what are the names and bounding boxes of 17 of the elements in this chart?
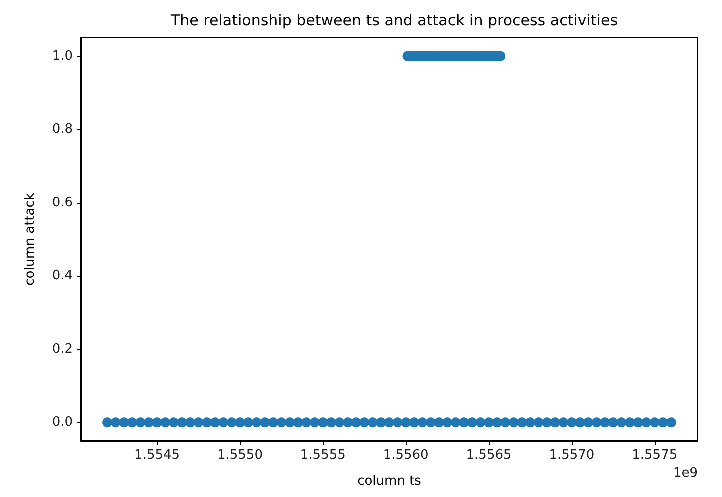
x-tick-label: 1.5560 (383, 448, 429, 463)
y-tick-label: 0.4 (52, 268, 73, 284)
y-tick-label: 0.6 (52, 195, 73, 210)
text: 1e9 (673, 466, 698, 481)
y-tick-label: 1.0 (52, 48, 73, 64)
x-tick-label: 1.5565 (466, 448, 512, 463)
y-tick-label: 0.8 (52, 122, 73, 138)
x-axis-title: column ts (358, 474, 422, 489)
y-axis-title: column attack (23, 192, 38, 286)
x-tick-label: 1.5570 (549, 448, 595, 463)
y-tick-label: 0.2 (52, 342, 73, 357)
x-tick-label: 1.5575 (632, 448, 678, 463)
x-tick-label: 1.5550 (217, 448, 263, 463)
x-tick-label: 1.5545 (134, 448, 180, 463)
x-tick-label: 1.5555 (300, 448, 346, 463)
chart-title: The relationship between ts and attack in process activities (170, 12, 618, 30)
y-tick-label: 0.0 (52, 415, 73, 430)
